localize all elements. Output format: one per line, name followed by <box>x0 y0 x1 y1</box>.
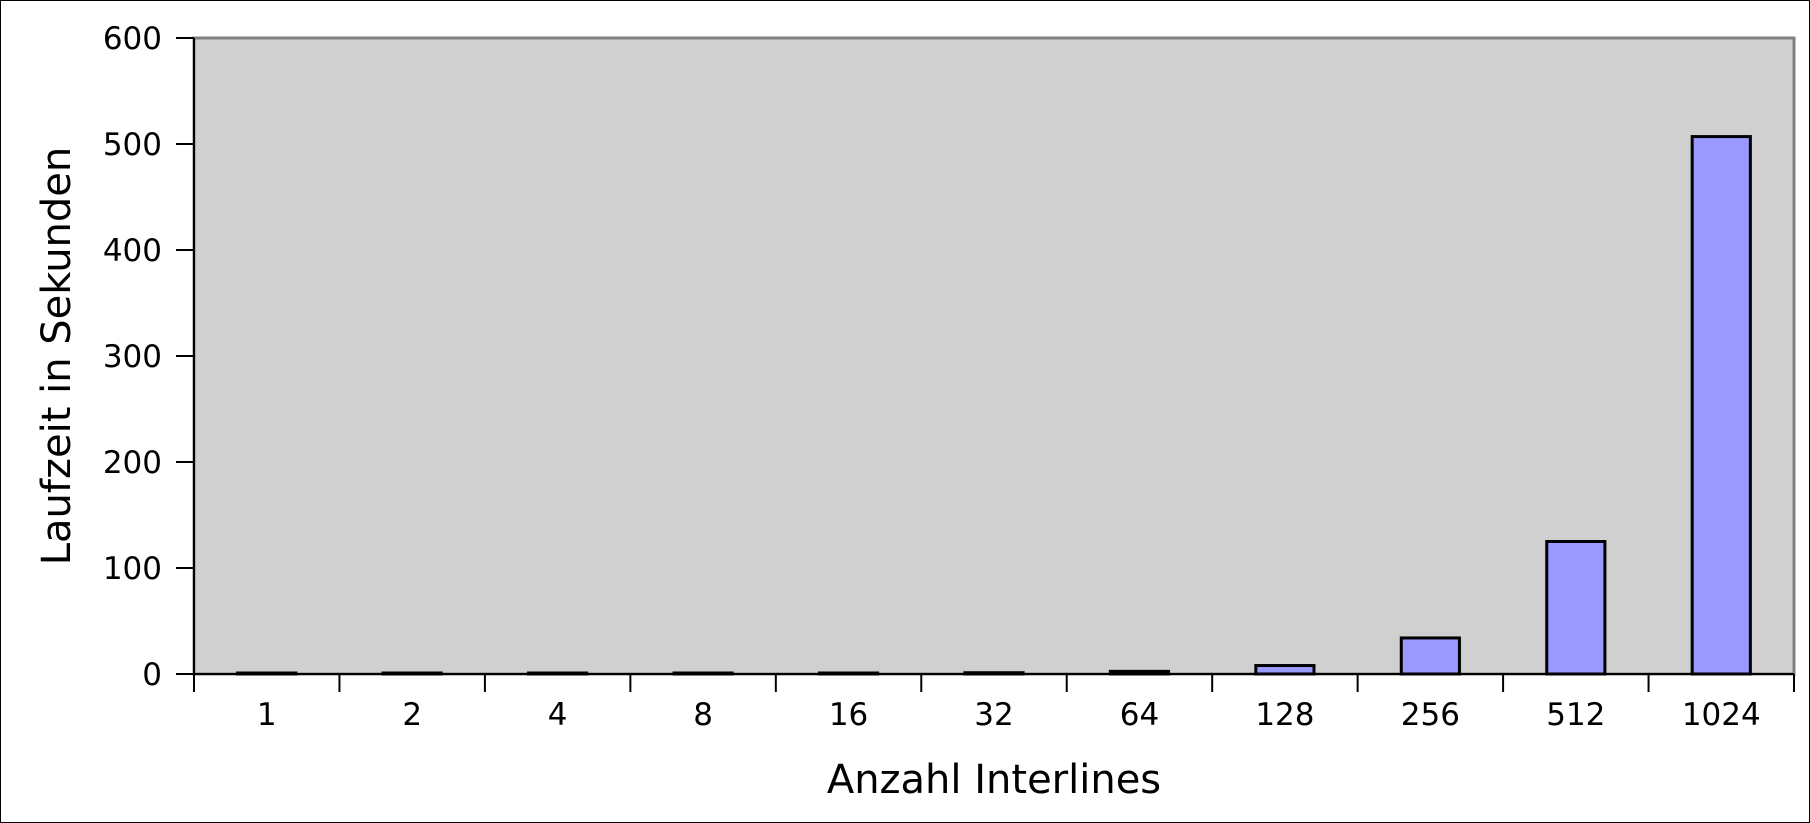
y-tick-label: 200 <box>103 445 162 481</box>
x-tick-label: 32 <box>974 697 1013 733</box>
bar <box>1254 664 1316 676</box>
y-tick-label: 400 <box>103 233 162 269</box>
x-tick-label: 1024 <box>1682 697 1761 733</box>
x-axis-title: Anzahl Interlines <box>827 757 1161 803</box>
y-tick-label: 100 <box>103 551 162 587</box>
x-tick-label: 2 <box>402 697 422 733</box>
plot-area <box>192 36 1796 676</box>
x-tick-label: 8 <box>693 697 713 733</box>
x-tick-label: 4 <box>548 697 568 733</box>
y-tick-label: 300 <box>103 339 162 375</box>
x-tick-label: 64 <box>1120 697 1159 733</box>
y-axis-title: Laufzeit in Sekunden <box>34 147 80 566</box>
y-axis: 0 100 200 300 400 500 600 <box>103 21 195 693</box>
x-tick-label: 16 <box>829 697 868 733</box>
y-tick-label: 0 <box>142 657 162 693</box>
y-tick-label: 600 <box>103 21 162 57</box>
bar <box>1690 135 1752 676</box>
x-tick-label: 256 <box>1401 697 1460 733</box>
x-tick-label: 512 <box>1546 697 1605 733</box>
x-axis: 1 2 4 8 16 32 64 128 256 512 1024 <box>193 674 1795 733</box>
y-tick-label: 500 <box>103 127 162 163</box>
bar <box>1545 540 1607 676</box>
x-tick-label: 128 <box>1255 697 1314 733</box>
bar <box>1399 636 1461 676</box>
x-tick-label: 1 <box>257 697 277 733</box>
